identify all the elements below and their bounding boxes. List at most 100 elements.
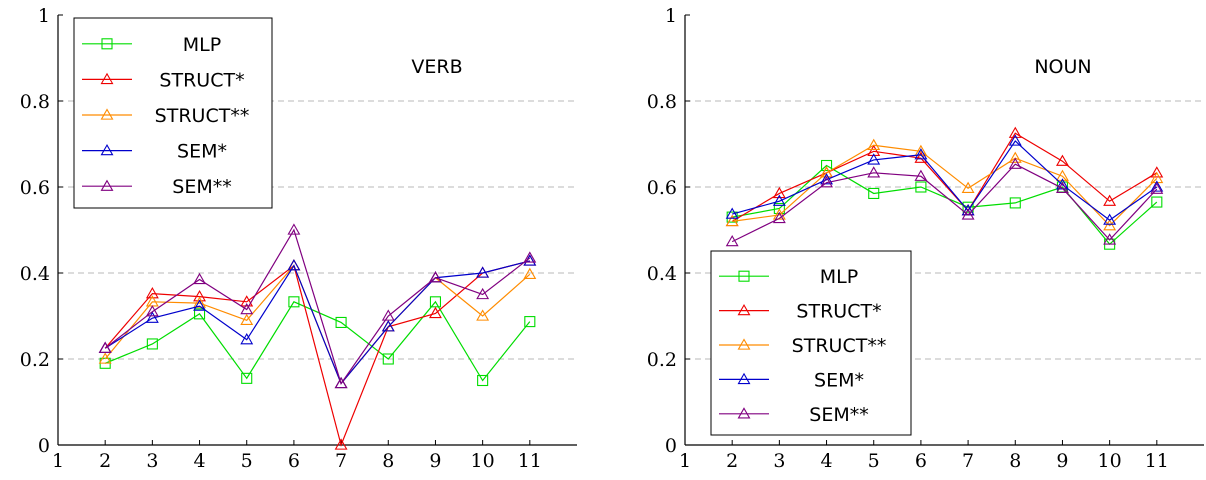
chart-title: NOUN: [1034, 56, 1091, 78]
series-line: [731, 163, 1158, 243]
x-tick-label: 2: [726, 450, 738, 472]
legend-label: MLP: [820, 266, 858, 288]
data-point: [334, 438, 348, 450]
data-point: [429, 271, 442, 283]
data-point: [962, 201, 974, 213]
y-tick-label: 0.8: [647, 91, 677, 113]
series-semss: [725, 157, 1164, 247]
data-point: [477, 374, 489, 387]
chart-panel-1: 00.20.40.60.811 2 3 4 5 6 7 8 9 10 11VERBMLPSTRUCT…: [20, 5, 577, 472]
data-point: [914, 148, 928, 160]
series-line: [732, 164, 1158, 246]
data-point: [1103, 219, 1117, 231]
data-point: [867, 138, 881, 150]
series-sems: [98, 254, 537, 389]
data-point: [476, 287, 490, 300]
data-point: [193, 299, 206, 311]
data-point: [287, 223, 301, 235]
data-point: [1008, 151, 1022, 163]
x-tick-label: 2: [99, 450, 111, 472]
data-point: [381, 320, 395, 332]
legend-swatch-marker: [737, 407, 751, 419]
x-tick-label: 3: [146, 450, 158, 472]
data-point: [725, 207, 739, 219]
series-sems: [725, 134, 1164, 225]
y-tick-label: 0.6: [20, 177, 50, 199]
legend-swatch-marker: [100, 108, 114, 120]
legend-label: SEM**: [809, 404, 868, 426]
x-tick-label: 8: [1009, 450, 1021, 472]
y-tick-label: 0.2: [20, 349, 50, 371]
legend-box: [73, 17, 273, 209]
legend: MLP STRUCT* STRUCT** SEM* SEM**: [710, 250, 912, 436]
y-tick-label: 1: [665, 5, 677, 27]
data-point: [1150, 182, 1164, 194]
data-point: [725, 214, 739, 227]
x-tick-label: 6: [915, 450, 927, 472]
data-point: [240, 295, 254, 307]
legend-swatch-marker: [737, 338, 751, 350]
y-tick-label: 0: [38, 435, 50, 457]
legend-swatch-marker: [737, 372, 751, 385]
y-tick-label: 0.2: [647, 349, 677, 371]
x-tick-label: 9: [429, 450, 441, 472]
data-point: [145, 311, 159, 323]
data-point: [820, 159, 833, 172]
data-point: [476, 309, 490, 321]
series-line: [732, 140, 1158, 221]
series-structs: [98, 254, 537, 450]
x-tick-label: 8: [382, 450, 394, 472]
data-point: [476, 266, 490, 278]
legend-swatch-marker: [100, 72, 114, 85]
data-point: [193, 308, 206, 320]
data-point: [820, 176, 833, 188]
x-tick-label: 7: [335, 450, 347, 472]
legend-label: SEM*: [177, 141, 227, 163]
legend-box: [710, 250, 912, 436]
data-point: [145, 305, 159, 317]
x-tick-label: 10: [471, 450, 495, 472]
data-point: [193, 272, 206, 285]
data-point: [334, 376, 348, 389]
legend-swatch-marker: [100, 179, 114, 191]
data-point: [193, 296, 206, 308]
data-point: [287, 259, 301, 271]
x-tick-label: 1: [52, 450, 64, 472]
data-point: [772, 186, 786, 199]
x-tick-label: 4: [193, 450, 205, 472]
data-point: [867, 153, 881, 165]
y-tick-label: 0.4: [647, 263, 677, 285]
series-line: [732, 144, 1158, 227]
data-point: [914, 169, 928, 181]
data-point: [241, 372, 253, 384]
series-line: [731, 132, 1158, 222]
data-point: [1056, 181, 1069, 193]
data-point: [725, 235, 739, 247]
data-point: [98, 352, 112, 364]
series-line: [104, 228, 531, 385]
data-point: [867, 166, 881, 178]
data-point: [915, 181, 927, 193]
data-point: [1103, 233, 1117, 245]
series-line: [104, 260, 530, 385]
data-point: [524, 316, 536, 328]
y-tick-label: 1: [38, 5, 50, 27]
chart-panel-2: 00.20.40.60.811 2 3 4 5 6 7 8 9 10 11NOUNMLPSTRUCT…: [647, 5, 1204, 472]
data-point: [820, 173, 833, 185]
data-point: [1103, 213, 1117, 225]
data-point: [1056, 154, 1069, 166]
legend: MLP STRUCT* STRUCT** SEM* SEM**: [73, 17, 273, 209]
data-point: [429, 296, 442, 308]
data-point: [868, 187, 880, 199]
data-point: [146, 338, 158, 350]
series-semss: [98, 223, 537, 389]
x-tick-label: 4: [820, 450, 832, 472]
x-tick-label: 5: [868, 450, 880, 472]
x-tick-label: 9: [1056, 450, 1068, 472]
data-point: [772, 208, 786, 220]
data-point: [1008, 126, 1022, 138]
data-point: [772, 194, 786, 206]
data-point: [1103, 194, 1117, 206]
legend-swatch-marker: [101, 38, 113, 50]
